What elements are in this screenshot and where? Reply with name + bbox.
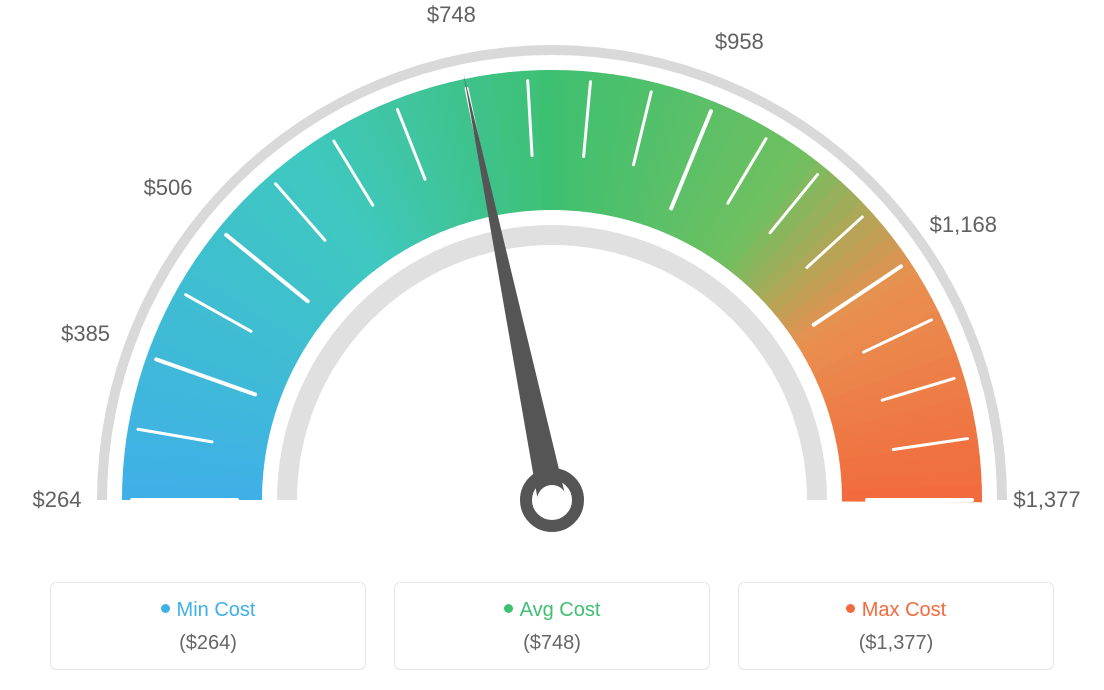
legend-title-max: Max Cost bbox=[739, 599, 1053, 622]
legend-card-min: Min Cost ($264) bbox=[50, 582, 366, 670]
legend-value-max: ($1,377) bbox=[739, 632, 1053, 655]
gauge-tick-label: $506 bbox=[144, 175, 193, 201]
dot-icon bbox=[161, 604, 170, 613]
legend-value-min: ($264) bbox=[51, 632, 365, 655]
gauge-tick-label: $385 bbox=[61, 321, 110, 347]
legend-title-text: Avg Cost bbox=[520, 599, 601, 621]
dot-icon bbox=[846, 604, 855, 613]
gauge-tick-label: $264 bbox=[33, 487, 82, 513]
legend-row: Min Cost ($264) Avg Cost ($748) Max Cost… bbox=[0, 582, 1104, 670]
legend-card-max: Max Cost ($1,377) bbox=[738, 582, 1054, 670]
gauge-svg bbox=[0, 0, 1104, 560]
legend-title-text: Max Cost bbox=[862, 599, 946, 621]
gauge-tick-label: $1,168 bbox=[930, 212, 997, 238]
legend-title-min: Min Cost bbox=[51, 599, 365, 622]
legend-title-avg: Avg Cost bbox=[395, 599, 709, 622]
legend-card-avg: Avg Cost ($748) bbox=[394, 582, 710, 670]
legend-value-avg: ($748) bbox=[395, 632, 709, 655]
gauge-tick-label: $748 bbox=[427, 2, 476, 28]
gauge-tick-label: $1,377 bbox=[1013, 487, 1080, 513]
gauge-tick-label: $958 bbox=[715, 29, 764, 55]
legend-title-text: Min Cost bbox=[177, 599, 256, 621]
gauge-chart: $264 $385 $506 $748 $958 $1,168 $1,377 bbox=[0, 0, 1104, 560]
dot-icon bbox=[504, 604, 513, 613]
